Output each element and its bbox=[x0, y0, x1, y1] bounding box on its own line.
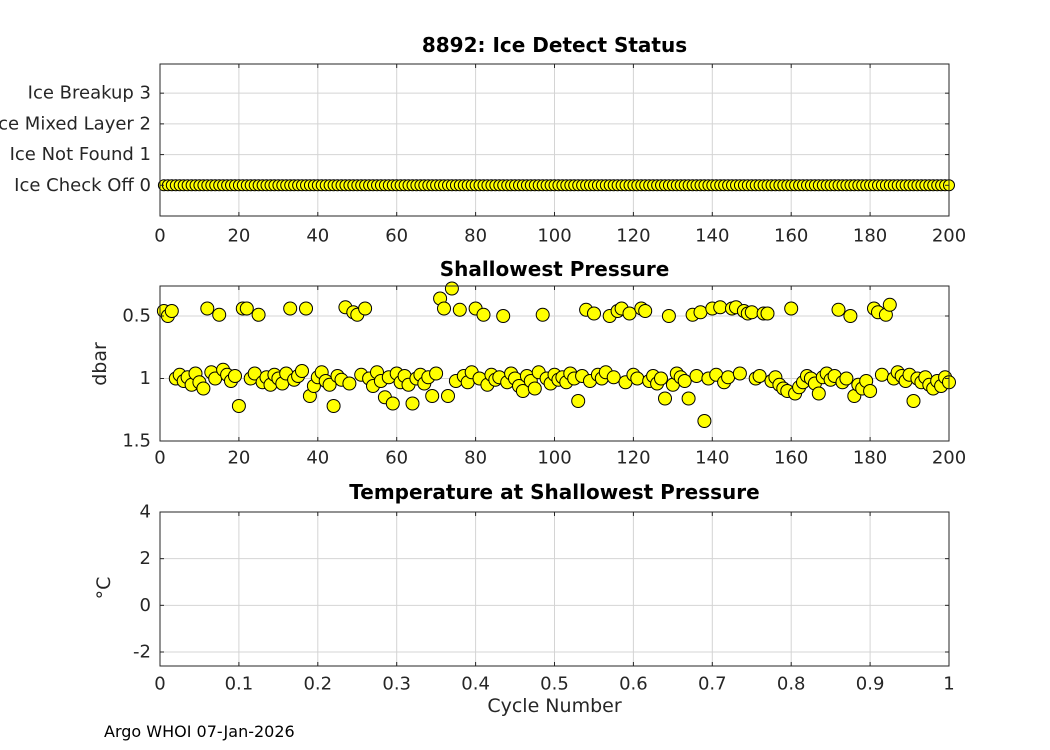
pressure-y-axis-label: dbar bbox=[89, 342, 111, 386]
svg-text:40: 40 bbox=[306, 226, 329, 247]
svg-text:0.4: 0.4 bbox=[461, 674, 490, 695]
footer-annotation: Argo WHOI 07-Jan-2026 bbox=[104, 722, 295, 741]
svg-text:40: 40 bbox=[306, 448, 329, 469]
ice-status-plot-title: 8892: Ice Detect Status bbox=[421, 33, 688, 57]
svg-text:160: 160 bbox=[774, 226, 808, 247]
temperature-y-axis-label: °C bbox=[93, 576, 115, 600]
svg-text:20: 20 bbox=[227, 226, 250, 247]
svg-text:Ice Mixed Layer 2: Ice Mixed Layer 2 bbox=[0, 113, 151, 134]
svg-text:4: 4 bbox=[140, 502, 151, 523]
subplot-0-grid bbox=[159, 64, 950, 216]
subplot-0-tick-labels: 0 20 40 60 80 100 120 140 160 180 200 Ice Check Off… bbox=[0, 83, 966, 247]
subplot-1-grid bbox=[159, 286, 950, 442]
svg-text:0.1: 0.1 bbox=[225, 674, 254, 695]
svg-text:0.3: 0.3 bbox=[382, 674, 411, 695]
svg-text:140: 140 bbox=[695, 226, 729, 247]
svg-text:0.6: 0.6 bbox=[619, 674, 648, 695]
svg-text:200: 200 bbox=[932, 448, 966, 469]
svg-text:Ice Breakup 3: Ice Breakup 3 bbox=[28, 83, 151, 104]
temperature-plot-title: Temperature at Shallowest Pressure bbox=[349, 480, 760, 504]
svg-text:0.7: 0.7 bbox=[698, 674, 727, 695]
subplot-0-markers bbox=[157, 179, 955, 192]
subplot-0: 0 20 40 60 80 100 120 140 160 180 200 Ice Check Off… bbox=[0, 63, 966, 247]
svg-text:180: 180 bbox=[853, 448, 887, 469]
svg-text:Ice Not Found 1: Ice Not Found 1 bbox=[10, 144, 151, 165]
svg-text:1.5: 1.5 bbox=[122, 431, 151, 452]
svg-text:180: 180 bbox=[853, 226, 887, 247]
svg-text:0.5: 0.5 bbox=[122, 306, 151, 327]
svg-text:120: 120 bbox=[616, 226, 650, 247]
subplot-1-tick-labels: 0 20 40 60 80 100 120 140 160 180 200 0.5 1 1.5 bbox=[122, 306, 966, 469]
svg-text:2: 2 bbox=[140, 548, 151, 569]
svg-text:0: 0 bbox=[154, 448, 165, 469]
svg-text:80: 80 bbox=[464, 448, 487, 469]
svg-text:100: 100 bbox=[537, 448, 571, 469]
subplot-1-markers bbox=[156, 281, 956, 428]
svg-text:0.8: 0.8 bbox=[777, 674, 806, 695]
svg-text:0.5: 0.5 bbox=[540, 674, 569, 695]
svg-text:120: 120 bbox=[616, 448, 650, 469]
subplot-2-tick-marks bbox=[159, 511, 950, 666]
svg-text:1: 1 bbox=[140, 368, 151, 389]
svg-text:140: 140 bbox=[695, 448, 729, 469]
svg-text:Ice Check Off 0: Ice Check Off 0 bbox=[14, 175, 151, 196]
svg-text:0: 0 bbox=[140, 595, 151, 616]
cycle-number-x-axis-label: Cycle Number bbox=[487, 695, 622, 717]
svg-text:0: 0 bbox=[154, 674, 165, 695]
subplot-0-tick-marks bbox=[159, 64, 950, 216]
svg-text:0.9: 0.9 bbox=[856, 674, 885, 695]
svg-text:-2: -2 bbox=[133, 642, 151, 663]
subplot-1-tick-marks bbox=[159, 286, 950, 442]
svg-text:80: 80 bbox=[464, 226, 487, 247]
svg-text:60: 60 bbox=[385, 448, 408, 469]
svg-text:100: 100 bbox=[537, 226, 571, 247]
svg-text:0: 0 bbox=[154, 226, 165, 247]
shallowest-pressure-plot-title: Shallowest Pressure bbox=[439, 257, 670, 281]
svg-text:0.2: 0.2 bbox=[303, 674, 332, 695]
svg-text:1: 1 bbox=[943, 674, 954, 695]
svg-text:20: 20 bbox=[227, 448, 250, 469]
svg-text:60: 60 bbox=[385, 226, 408, 247]
subplot-1: 0 20 40 60 80 100 120 140 160 180 200 0.5 1 1.5 bbox=[122, 281, 966, 469]
subplot-2-grid bbox=[159, 511, 950, 666]
svg-text:200: 200 bbox=[932, 226, 966, 247]
svg-text:160: 160 bbox=[774, 448, 808, 469]
